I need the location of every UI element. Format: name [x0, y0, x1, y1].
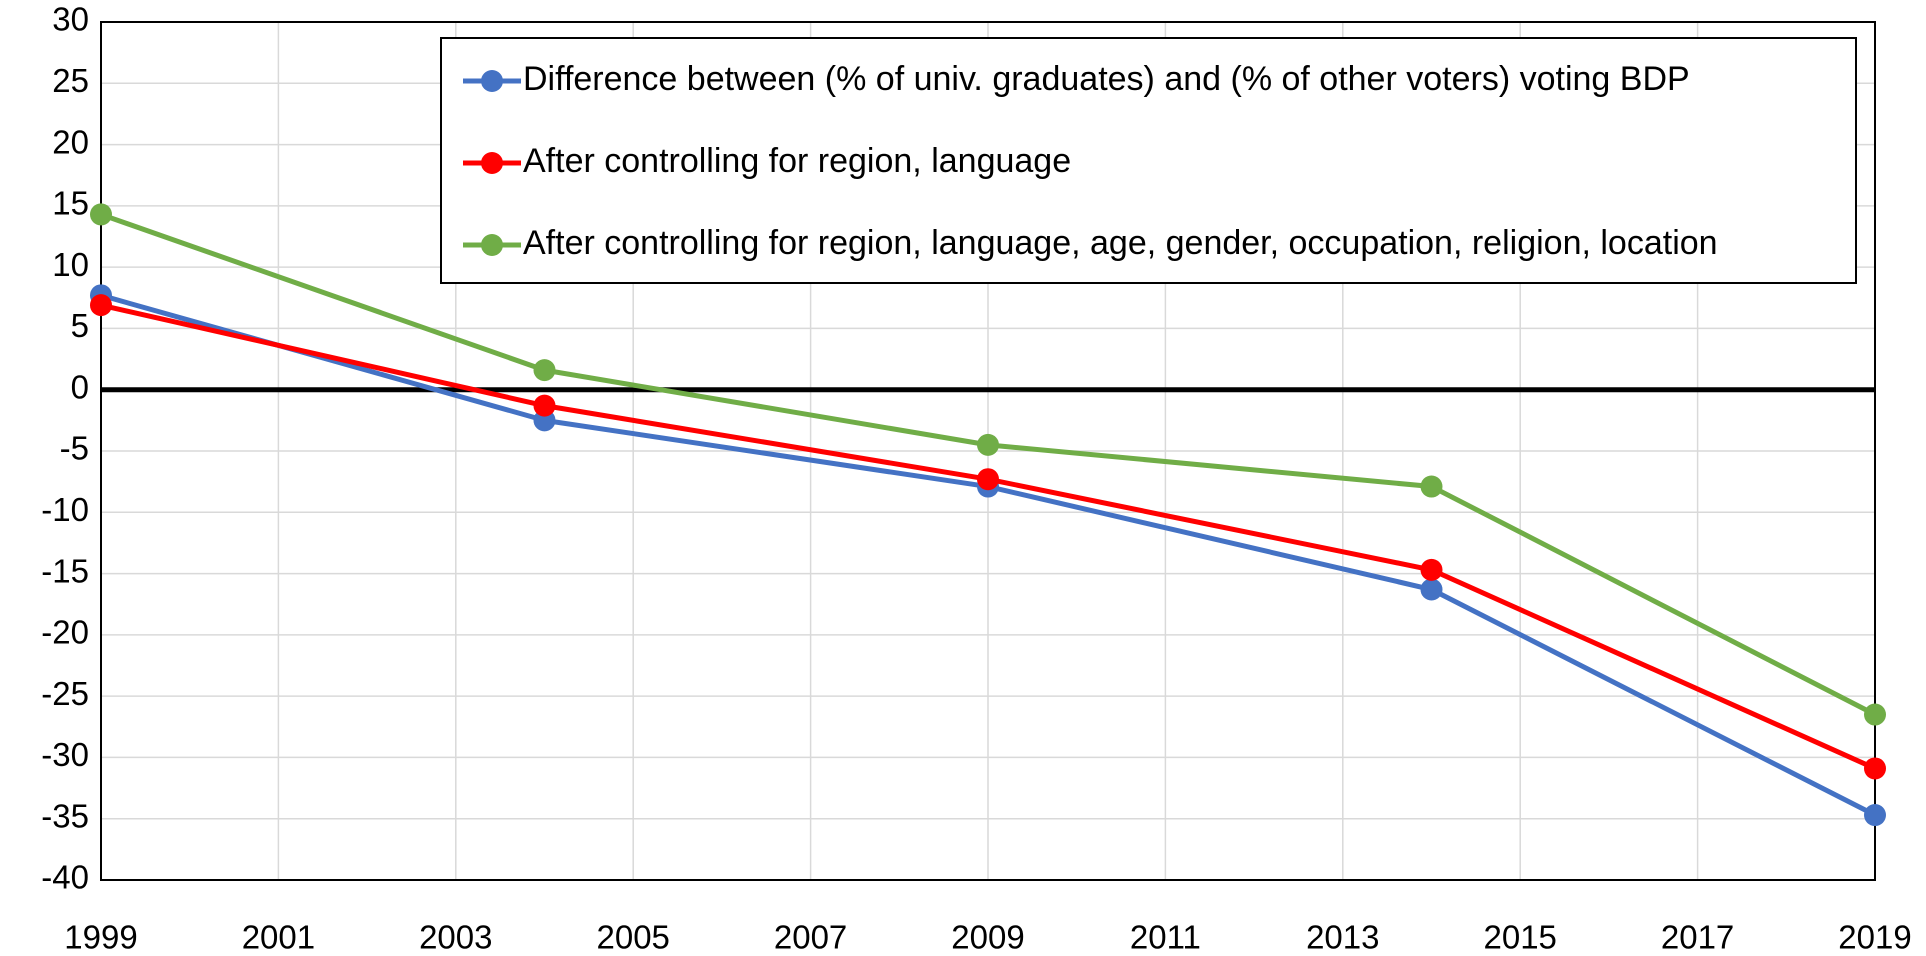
- point: [977, 433, 999, 456]
- point: [533, 394, 556, 417]
- point: [1420, 475, 1443, 498]
- x-tick-label: 2015: [1483, 919, 1556, 956]
- x-tick-label: 2009: [951, 919, 1024, 956]
- y-tick-label: -5: [60, 430, 89, 467]
- y-tick-label: 25: [52, 62, 89, 99]
- legend-label: After controlling for region, language, …: [523, 224, 1718, 262]
- y-tick-label: -25: [41, 675, 89, 712]
- x-tick-label: 2003: [419, 919, 492, 956]
- y-tick-label: 5: [71, 307, 89, 344]
- legend-label: Difference between (% of univ. graduates…: [523, 60, 1690, 98]
- legend-marker: [481, 152, 503, 174]
- x-tick-label: 2011: [1130, 919, 1201, 956]
- point: [533, 359, 556, 382]
- x-tick-label: 1999: [64, 919, 137, 956]
- y-tick-label: 20: [52, 123, 89, 160]
- legend-marker: [481, 70, 503, 92]
- point: [1864, 804, 1886, 827]
- point: [1864, 703, 1886, 726]
- y-tick-label: -20: [41, 614, 89, 651]
- y-tick-label: 30: [52, 1, 89, 38]
- y-tick-label: 0: [71, 368, 89, 405]
- plot-frame: [100, 21, 1876, 881]
- point: [977, 468, 999, 491]
- legend-marker: [481, 234, 503, 256]
- point: [1420, 578, 1443, 601]
- y-tick-label: -40: [41, 859, 89, 896]
- y-tick-label: -35: [41, 797, 89, 834]
- point: [1420, 558, 1443, 581]
- point: [1864, 757, 1886, 780]
- x-tick-label: 2007: [774, 919, 847, 956]
- y-tick-label: -15: [41, 552, 89, 589]
- y-tick-label: -10: [41, 491, 89, 528]
- x-tick-label: 2017: [1661, 919, 1734, 956]
- y-tick-label: -30: [41, 736, 89, 773]
- x-tick-label: 2013: [1306, 919, 1379, 956]
- x-tick-label: 2005: [596, 919, 669, 956]
- x-tick-label: 2019: [1838, 919, 1911, 956]
- legend-label: After controlling for region, language: [523, 142, 1071, 180]
- y-tick-label: 15: [52, 185, 89, 222]
- point: [90, 203, 112, 226]
- y-tick-label: 10: [52, 246, 89, 283]
- x-tick-label: 2001: [242, 919, 315, 956]
- point: [90, 294, 112, 317]
- legend-box: [440, 37, 1857, 284]
